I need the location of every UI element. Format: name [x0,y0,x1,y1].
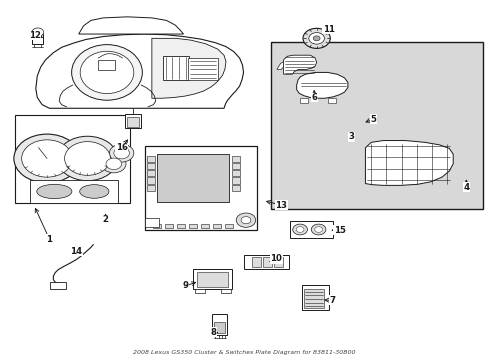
Bar [214,321,224,333]
Text: 12: 12 [29,31,41,40]
Circle shape [303,28,330,48]
Text: 1: 1 [46,235,52,244]
Bar [30,180,118,203]
Bar [153,224,160,228]
Circle shape [241,217,250,224]
Bar [144,218,159,226]
Polygon shape [365,140,452,185]
Bar [127,117,139,127]
Polygon shape [296,72,347,98]
Bar [157,154,228,202]
Bar [194,289,204,293]
Bar [300,98,307,103]
Polygon shape [152,39,225,98]
Bar [212,314,226,335]
Bar [231,163,240,169]
Ellipse shape [37,184,72,199]
Bar [188,224,196,228]
Bar [271,42,483,209]
Circle shape [308,33,324,44]
Circle shape [292,224,307,235]
Circle shape [314,226,322,232]
Circle shape [236,213,255,227]
Bar [231,177,240,184]
Bar [224,224,232,228]
Ellipse shape [80,185,109,198]
Text: 2008 Lexus GS350 Cluster & Switches Plate Diagram for 83811-30B00: 2008 Lexus GS350 Cluster & Switches Plat… [133,350,355,355]
Bar [144,146,256,230]
Bar [231,170,240,176]
Bar [193,269,232,289]
Bar [50,282,66,289]
Circle shape [102,155,126,173]
Text: 10: 10 [270,255,282,264]
Bar [15,116,130,203]
Text: 2: 2 [102,215,108,224]
Polygon shape [36,34,243,108]
Text: 13: 13 [275,201,286,210]
Ellipse shape [80,51,134,94]
Bar [201,224,208,228]
Bar [32,34,43,44]
Bar [231,156,240,162]
Polygon shape [79,17,183,34]
Text: 16: 16 [115,143,127,152]
Text: 4: 4 [462,183,468,192]
Bar [147,163,155,169]
Bar [302,285,328,310]
Text: 5: 5 [370,114,376,123]
Text: 7: 7 [328,296,335,305]
Polygon shape [283,55,316,74]
Bar [147,156,155,162]
Bar [125,114,141,128]
Bar [147,170,155,176]
Text: 9: 9 [183,281,188,290]
Text: 14: 14 [70,247,82,256]
Bar [147,177,155,184]
Bar [244,255,289,269]
Circle shape [313,36,320,41]
Circle shape [32,28,43,37]
Text: 11: 11 [322,25,334,34]
Bar [213,224,220,228]
Circle shape [296,226,304,232]
Bar [188,58,217,80]
Circle shape [106,158,122,170]
Bar [177,224,184,228]
Circle shape [109,144,134,162]
Circle shape [114,147,129,159]
Circle shape [64,141,110,175]
Bar [304,289,324,308]
Bar [274,257,283,267]
Bar [147,185,155,191]
Bar [98,59,115,69]
Bar [263,257,271,267]
Text: 15: 15 [333,226,345,235]
Bar [290,221,332,238]
Polygon shape [277,62,283,69]
Bar [197,272,228,287]
Circle shape [57,136,118,181]
Bar [231,185,240,191]
Circle shape [14,134,80,183]
Text: 6: 6 [310,93,317,102]
Bar [162,56,189,80]
Bar [221,289,230,293]
Circle shape [21,140,72,177]
Text: 8: 8 [210,328,216,337]
Ellipse shape [72,45,142,100]
Circle shape [311,224,325,235]
Bar [164,224,172,228]
Text: 3: 3 [348,132,354,141]
Bar [251,257,260,267]
Bar [328,98,335,103]
